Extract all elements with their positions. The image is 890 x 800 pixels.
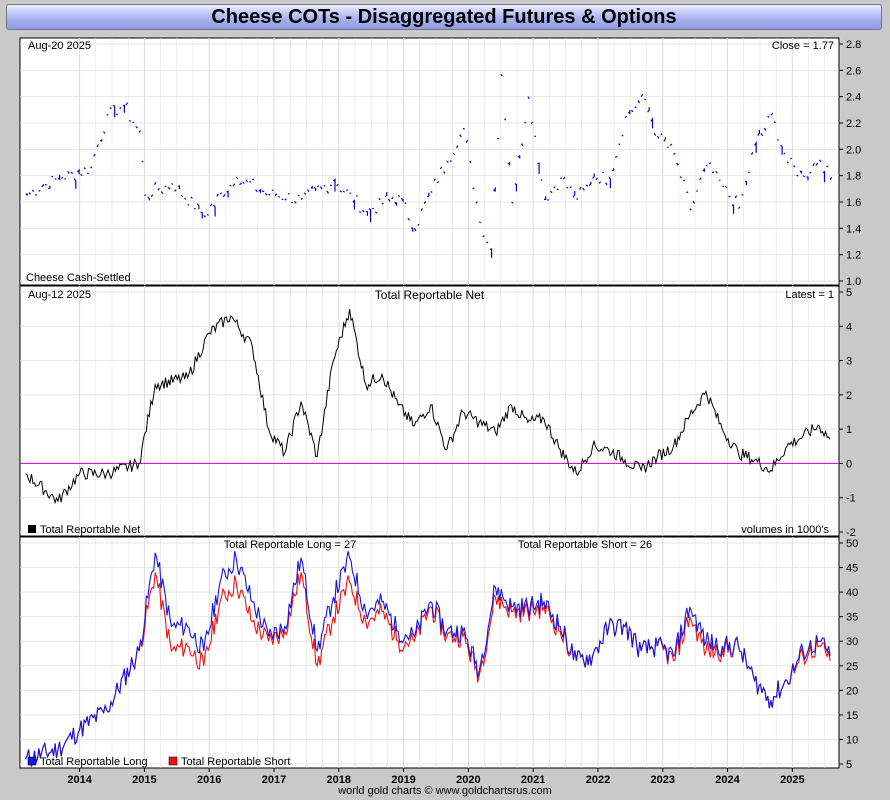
y-tick-label: 5 <box>846 287 852 299</box>
y-tick-label: 10 <box>846 734 858 746</box>
x-tick-label: 2023 <box>651 774 675 786</box>
short-total-title: Total Reportable Short = 26 <box>518 539 652 551</box>
volumes-note: volumes in 1000's <box>741 524 829 536</box>
y-tick-label: -2 <box>846 527 856 539</box>
y-tick-label: 40 <box>846 587 858 599</box>
y-tick-label: 2.2 <box>846 118 861 130</box>
price-date-label: Aug-20 2025 <box>28 40 91 52</box>
y-tick-label: 1.8 <box>846 171 861 183</box>
price-close-label: Close = 1.77 <box>772 40 834 52</box>
y-tick-label: 1.6 <box>846 197 861 209</box>
y-tick-label: 1 <box>846 424 852 436</box>
y-tick-label: 1.0 <box>846 276 861 288</box>
x-tick-label: 2016 <box>197 774 221 786</box>
long-total-title: Total Reportable Long = 27 <box>224 539 356 551</box>
y-tick-label: 2.6 <box>846 65 861 77</box>
chart-title-bar: Cheese COTs - Disaggregated Futures & Op… <box>6 4 882 30</box>
x-tick-label: 2021 <box>521 774 545 786</box>
y-tick-label: 30 <box>846 636 858 648</box>
y-tick-label: 15 <box>846 710 858 722</box>
x-tick-label: 2024 <box>715 774 740 786</box>
x-tick-label: 2025 <box>780 774 804 786</box>
net-legend-label: Total Reportable Net <box>40 524 140 536</box>
x-tick-label: 2019 <box>391 774 415 786</box>
x-tick-label: 2020 <box>456 774 480 786</box>
short-legend-swatch <box>168 756 178 766</box>
y-tick-label: 1.2 <box>846 250 861 262</box>
net-date-label: Aug-12 2025 <box>28 289 91 301</box>
y-tick-label: 2.0 <box>846 144 861 156</box>
chart-title: Cheese COTs - Disaggregated Futures & Op… <box>211 5 677 28</box>
y-tick-label: 2 <box>846 390 852 402</box>
y-tick-label: 35 <box>846 612 858 624</box>
y-tick-label: 25 <box>846 661 858 673</box>
long-legend-swatch <box>27 756 37 766</box>
y-tick-label: 20 <box>846 685 858 697</box>
short-series-line <box>25 572 831 768</box>
chart-area: 1.01.21.41.61.82.02.22.42.62.8-2-1012345… <box>19 37 861 786</box>
y-tick-label: 5 <box>846 759 852 771</box>
y-tick-label: 3 <box>846 356 852 368</box>
y-tick-label: 45 <box>846 563 858 575</box>
y-tick-label: 4 <box>846 321 852 333</box>
y-tick-label: -1 <box>846 493 856 505</box>
panel-price-background <box>19 37 840 286</box>
net-latest-label: Latest = 1 <box>785 289 834 301</box>
x-tick-label: 2014 <box>67 774 92 786</box>
price-series-line <box>25 73 833 258</box>
x-tick-label: 2017 <box>262 774 286 786</box>
net-legend-swatch <box>28 525 36 533</box>
y-tick-label: 50 <box>846 538 858 550</box>
net-panel-title: Total Reportable Net <box>375 288 485 302</box>
price-series-label: Cheese Cash-Settled <box>26 272 131 284</box>
x-tick-label: 2022 <box>586 774 610 786</box>
x-tick-label: 2015 <box>132 774 156 786</box>
y-tick-label: 2.4 <box>846 92 861 104</box>
y-tick-label: 0 <box>846 458 852 470</box>
footer-credit: world gold charts © www.goldchartsrus.co… <box>338 785 552 797</box>
panel-long-short-background <box>19 536 840 769</box>
long-legend-label: Total Reportable Long <box>40 756 148 768</box>
long-series-line <box>25 551 831 768</box>
y-tick-label: 2.8 <box>846 39 861 51</box>
short-legend-label: Total Reportable Short <box>181 756 290 768</box>
y-tick-label: 1.4 <box>846 223 861 235</box>
net-series-line <box>25 309 831 505</box>
x-tick-label: 2018 <box>327 774 351 786</box>
